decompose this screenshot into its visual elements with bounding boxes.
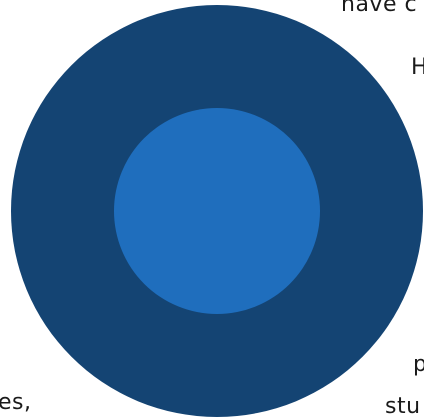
text-fragment: stu bbox=[385, 394, 421, 419]
text-fragment: have c bbox=[341, 0, 418, 17]
text-fragment: es, bbox=[0, 390, 32, 415]
inner-circle bbox=[114, 108, 320, 314]
text-fragment: p bbox=[413, 352, 424, 377]
text-fragment: H bbox=[411, 55, 424, 80]
